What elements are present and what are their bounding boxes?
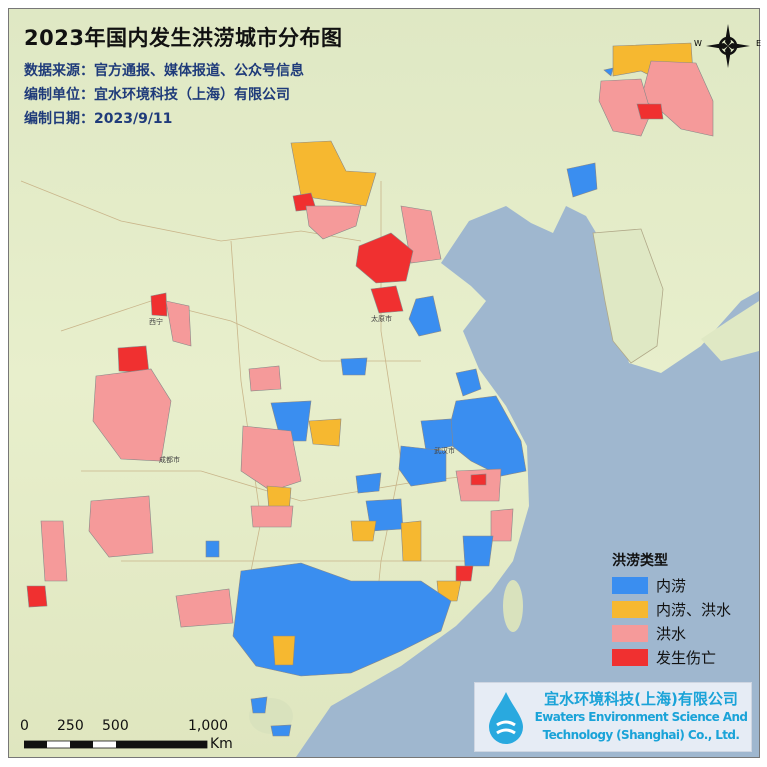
legend-title: 洪涝类型	[612, 553, 668, 569]
compass-rose-icon	[706, 24, 750, 68]
compass-e: E	[756, 39, 762, 48]
region-blue	[566, 162, 598, 198]
region-pink	[240, 425, 302, 492]
legend: 洪涝类型 内涝 内涝、洪水 洪水 发生伤亡	[612, 550, 731, 669]
legend-label: 洪水	[656, 624, 687, 643]
region-orange	[400, 520, 422, 562]
region-pink	[88, 495, 154, 558]
korea-land	[592, 228, 664, 364]
legend-item: 内涝、洪水	[612, 597, 731, 621]
legend-item: 发生伤亡	[612, 645, 731, 669]
place-label: 成都市	[159, 456, 180, 464]
legend-item: 洪水	[612, 621, 731, 645]
region-red	[636, 103, 664, 120]
region-red	[470, 473, 487, 486]
scale-tick-label: 1,000	[188, 718, 229, 734]
region-pink	[248, 365, 282, 392]
region-blue	[408, 295, 442, 337]
region-blue	[398, 445, 447, 487]
company-logo-box: 宜水环境科技(上海)有限公司 Ewaters Environment Scien…	[474, 682, 752, 752]
map-canvas[interactable]	[9, 9, 759, 757]
scale-tick-label: 250	[57, 718, 84, 734]
water-drop-logo-icon	[489, 692, 523, 744]
legend-label: 内涝、洪水	[656, 600, 732, 619]
japan-land	[701, 301, 759, 361]
place-label: 西宁	[149, 318, 163, 326]
region-pink	[165, 300, 192, 347]
legend-swatch	[612, 576, 648, 594]
place-label: 武汉市	[434, 447, 455, 455]
region-blue	[340, 357, 368, 376]
logo-company-en-2: Technology (Shanghai) Co., Ltd.	[542, 728, 740, 742]
region-red	[455, 565, 474, 582]
scale-tick-label: 0	[20, 718, 29, 734]
sea	[296, 206, 759, 757]
region-pink	[175, 588, 234, 628]
region-red	[150, 292, 168, 317]
region-orange	[272, 635, 296, 666]
region-blue	[455, 368, 482, 397]
region-blue	[250, 696, 268, 714]
region-pink	[400, 205, 442, 264]
legend-swatch	[612, 600, 648, 618]
region-blue	[420, 418, 454, 452]
region-pink	[305, 205, 362, 240]
legend-label: 内涝	[656, 576, 687, 595]
legend-swatch	[612, 624, 648, 642]
taiwan-island	[503, 580, 523, 632]
legend-item: 内涝	[612, 573, 731, 597]
scale-bar-graphic	[24, 740, 208, 749]
scale-unit: Km	[210, 736, 233, 752]
region-pink	[40, 520, 68, 582]
compass: W E	[694, 22, 761, 74]
region-orange	[308, 418, 342, 447]
compass-w: W	[694, 39, 702, 48]
region-pink	[598, 78, 652, 137]
scale-tick-label: 500	[102, 718, 129, 734]
region-pink	[250, 505, 294, 528]
map-title: 2023年国内发生洪涝城市分布图	[24, 26, 343, 50]
data-source: 数据来源：官方通报、媒体报道、公众号信息	[24, 63, 304, 79]
place-label: 太原市	[371, 315, 392, 323]
region-red	[117, 345, 150, 374]
region-red	[355, 232, 414, 284]
region-blue	[603, 67, 614, 77]
compiler: 编制单位：宜水环境科技（上海）有限公司	[24, 87, 290, 103]
region-red	[370, 285, 404, 314]
legend-swatch	[612, 648, 648, 666]
region-blue	[462, 535, 494, 567]
region-red	[26, 585, 48, 608]
logo-company-cn: 宜水环境科技(上海)有限公司	[544, 690, 738, 708]
compile-date: 编制日期：2023/9/11	[24, 111, 173, 127]
region-pink	[92, 368, 172, 462]
legend-label: 发生伤亡	[656, 648, 717, 667]
region-blue	[355, 472, 382, 494]
region-blue	[270, 724, 292, 737]
flood-regions	[26, 42, 714, 737]
region-pink	[490, 508, 514, 542]
map-frame: 武汉市 成都市 西宁 太原市	[8, 8, 760, 758]
logo-company-en-1: Ewaters Environment Science And	[534, 710, 748, 724]
region-blue	[205, 540, 220, 558]
region-orange	[350, 520, 377, 542]
